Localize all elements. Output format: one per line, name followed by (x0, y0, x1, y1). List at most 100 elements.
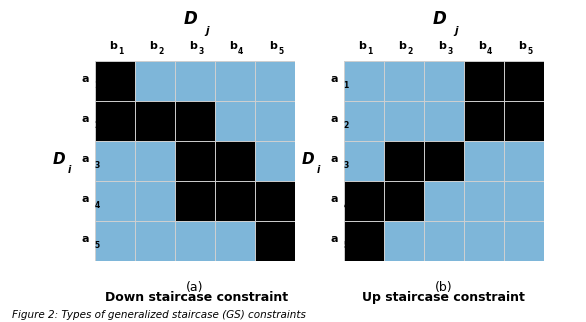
Bar (135, 101, 175, 141)
Text: i: i (67, 165, 71, 175)
Bar (344, 141, 384, 181)
Text: b: b (109, 41, 117, 51)
Text: b: b (269, 41, 277, 51)
Text: 5: 5 (94, 241, 100, 250)
Bar (464, 181, 504, 221)
Bar (424, 101, 464, 141)
Text: b: b (229, 41, 237, 51)
Bar (175, 61, 215, 101)
Text: D: D (53, 152, 66, 166)
Text: 1: 1 (94, 81, 100, 90)
Bar (424, 181, 464, 221)
Bar (344, 221, 384, 261)
Text: 1: 1 (343, 81, 349, 90)
Text: 4: 4 (238, 47, 243, 56)
Text: D: D (302, 152, 315, 166)
Bar (384, 61, 424, 101)
Bar (384, 181, 424, 221)
Text: Figure 2: Types of generalized staircase (GS) constraints: Figure 2: Types of generalized staircase… (12, 310, 305, 320)
Bar (95, 141, 135, 181)
Bar (175, 221, 215, 261)
Bar (95, 101, 135, 141)
Bar (215, 101, 255, 141)
Text: D: D (184, 10, 197, 28)
Text: 4: 4 (487, 47, 492, 56)
Text: 2: 2 (94, 121, 100, 130)
Bar (255, 181, 295, 221)
Bar (344, 101, 384, 141)
Text: 5: 5 (527, 47, 532, 56)
Bar (95, 221, 135, 261)
Text: b: b (358, 41, 366, 51)
Bar (175, 141, 215, 181)
Bar (95, 61, 135, 101)
Bar (344, 181, 384, 221)
Text: 3: 3 (447, 47, 452, 56)
Bar (464, 101, 504, 141)
Bar (135, 221, 175, 261)
Text: 3: 3 (94, 161, 100, 170)
Bar (255, 101, 295, 141)
Bar (344, 61, 384, 101)
Text: 3: 3 (198, 47, 203, 56)
Text: Down staircase constraint: Down staircase constraint (105, 291, 288, 304)
Bar (384, 221, 424, 261)
Bar (215, 141, 255, 181)
Text: 5: 5 (278, 47, 283, 56)
Text: 3: 3 (343, 161, 349, 170)
Bar (504, 101, 544, 141)
Text: a: a (331, 74, 338, 84)
Bar (215, 181, 255, 221)
Text: 4: 4 (94, 201, 100, 210)
Text: b: b (189, 41, 197, 51)
Text: b: b (438, 41, 446, 51)
Text: b: b (478, 41, 486, 51)
Text: 2: 2 (158, 47, 163, 56)
Bar (95, 181, 135, 221)
Text: j: j (454, 26, 458, 36)
Text: b: b (518, 41, 526, 51)
Text: (b): (b) (435, 281, 453, 294)
Text: i: i (316, 165, 320, 175)
Text: a: a (331, 194, 338, 204)
Text: 2: 2 (407, 47, 413, 56)
Text: a: a (81, 194, 89, 204)
Bar (135, 61, 175, 101)
Bar (504, 141, 544, 181)
Text: b: b (149, 41, 157, 51)
Text: a: a (81, 114, 89, 124)
Text: a: a (81, 154, 89, 164)
Bar (504, 221, 544, 261)
Bar (255, 61, 295, 101)
Text: 1: 1 (367, 47, 373, 56)
Text: 2: 2 (343, 121, 349, 130)
Text: j: j (205, 26, 209, 36)
Bar (424, 141, 464, 181)
Bar (135, 141, 175, 181)
Text: a: a (81, 234, 89, 244)
Text: a: a (331, 234, 338, 244)
Text: a: a (331, 154, 338, 164)
Bar (255, 221, 295, 261)
Text: Up staircase constraint: Up staircase constraint (362, 291, 525, 304)
Text: D: D (433, 10, 447, 28)
Text: 1: 1 (118, 47, 124, 56)
Text: 4: 4 (343, 201, 349, 210)
Bar (135, 181, 175, 221)
Bar (215, 221, 255, 261)
Text: (a): (a) (186, 281, 203, 294)
Bar (175, 101, 215, 141)
Bar (215, 61, 255, 101)
Bar (384, 141, 424, 181)
Bar (464, 221, 504, 261)
Bar (175, 181, 215, 221)
Bar (504, 181, 544, 221)
Bar (464, 61, 504, 101)
Text: a: a (331, 114, 338, 124)
Bar (424, 61, 464, 101)
Text: 5: 5 (343, 241, 349, 250)
Bar (464, 141, 504, 181)
Text: b: b (398, 41, 406, 51)
Bar (255, 141, 295, 181)
Bar (384, 101, 424, 141)
